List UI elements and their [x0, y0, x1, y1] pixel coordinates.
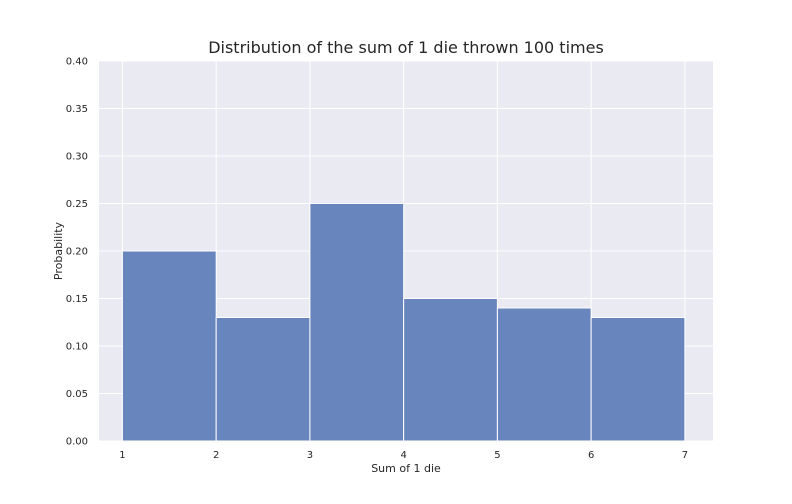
y-tick-label: 0.20: [66, 247, 88, 258]
y-axis-label: Probability: [52, 221, 65, 280]
y-tick-label: 0.00: [66, 437, 88, 448]
y-tick-label: 0.30: [66, 152, 88, 163]
x-tick-label: 3: [307, 450, 313, 461]
histogram-bar: [590, 317, 686, 442]
histogram-bar: [215, 317, 311, 442]
x-tick-label: 5: [494, 450, 500, 461]
x-axis-ticks: 1 2 3 4 5 6 7: [119, 450, 688, 461]
x-tick-label: 2: [213, 450, 219, 461]
chart-title: Distribution of the sum of 1 die thrown …: [208, 38, 604, 57]
histogram-bar: [309, 203, 405, 442]
y-tick-label: 0.10: [66, 342, 88, 353]
y-axis-ticks: 0.00 0.05 0.10 0.15 0.20 0.25 0.30 0.35 0.40: [66, 57, 88, 448]
x-tick-label: 7: [682, 450, 688, 461]
histogram-bar: [403, 298, 498, 442]
histogram-bar: [496, 307, 592, 442]
bars: [121, 203, 686, 442]
y-tick-label: 0.05: [66, 389, 88, 400]
y-tick-label: 0.40: [66, 57, 88, 68]
y-tick-label: 0.15: [66, 294, 88, 305]
x-axis-label: Sum of 1 die: [371, 462, 441, 475]
y-tick-label: 0.35: [66, 104, 88, 115]
y-tick-label: 0.25: [66, 199, 88, 210]
x-tick-label: 4: [400, 450, 406, 461]
x-tick-label: 6: [588, 450, 594, 461]
x-tick-label: 1: [119, 450, 125, 461]
histogram-bar: [121, 250, 217, 442]
